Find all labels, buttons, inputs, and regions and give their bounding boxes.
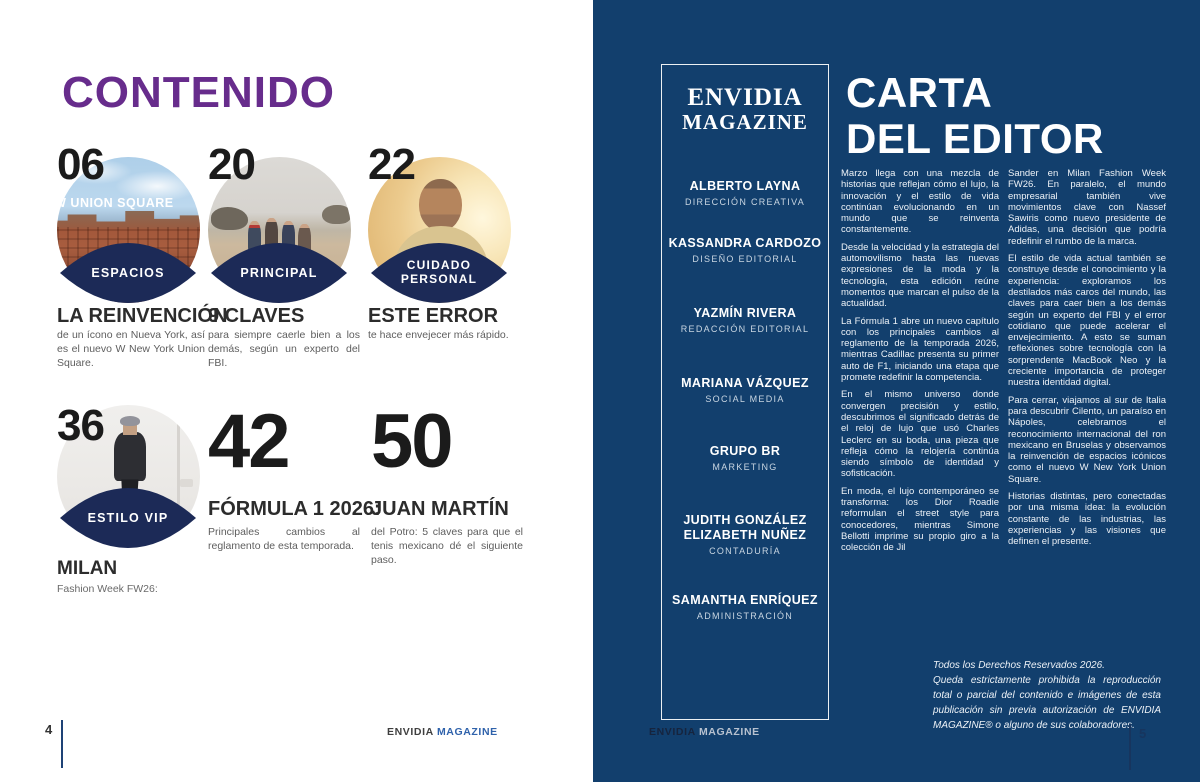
category-label: CUIDADO PERSONAL <box>400 258 478 286</box>
staff-entry: KASSANDRA CARDOZO DISEÑO EDITORIAL <box>662 236 828 264</box>
footer-brand-word1: ENVIDIA <box>387 726 434 738</box>
contents-page: CONTENIDO W UNION SQUARE ESPACIOS 06 LA … <box>0 0 593 782</box>
footer-brand-word2: MAGAZINE <box>698 726 760 738</box>
editor-paragraph: Sander en Milan Fashion Week FW26. En pa… <box>1008 168 1166 247</box>
category-badge: ESPACIOS <box>60 243 196 303</box>
category-label: PRINCIPAL <box>240 265 318 280</box>
toc-page-number: 50 <box>371 399 454 484</box>
editor-paragraph: Marzo llega con una mezcla de historias … <box>841 168 999 236</box>
copyright-note: Todos los Derechos Reservados 2026. Qued… <box>933 658 1161 733</box>
toc-page-number: 06 <box>57 140 105 189</box>
page-number: 4 <box>45 722 53 737</box>
category-label: ESTILO VIP <box>87 510 169 525</box>
toc-page-number: 22 <box>368 140 416 189</box>
photo-decoration <box>114 432 146 481</box>
photo-decoration <box>119 416 140 427</box>
footer-brand-word2: MAGAZINE <box>436 726 498 738</box>
editor-title-line1: CARTA <box>846 69 993 116</box>
magazine-logo: ENVIDIA MAGAZINE <box>662 85 828 133</box>
toc-page-number: 36 <box>57 401 105 450</box>
toc-heading: MILAN <box>57 558 118 579</box>
staff-role: DIRECCIÓN CREATIVA <box>684 196 806 207</box>
staff-name: JUDITH GONZÁLEZ ELIZABETH NUÑEZ <box>683 513 807 542</box>
photo-decoration <box>210 206 249 230</box>
footer-brand-word1: ENVIDIA <box>649 726 696 738</box>
photo-decoration <box>57 211 200 229</box>
footer-brand: ENVIDIA MAGAZINE <box>387 726 498 738</box>
editor-letter-page: ENVIDIA MAGAZINE ALBERTO LAYNA DIRECCIÓN… <box>593 0 1200 782</box>
editor-title-line2: DEL EDITOR <box>846 115 1104 163</box>
copyright-body: Queda estrictamente prohibida la reprodu… <box>933 675 1161 731</box>
editor-paragraph: La Fórmula 1 abre un nuevo capítulo con … <box>841 315 999 384</box>
photo-decoration <box>122 423 138 436</box>
toc-description: de un ícono en Nueva York, así es el nue… <box>57 329 205 369</box>
category-lens-shape <box>60 488 196 548</box>
photo-decoration <box>180 479 193 487</box>
footer-divider-line <box>61 720 63 768</box>
staff-name: GRUPO BR <box>709 444 781 458</box>
masthead-box: ENVIDIA MAGAZINE ALBERTO LAYNA DIRECCIÓN… <box>661 64 829 720</box>
category-lens-shape <box>211 243 347 303</box>
toc-description: Principales cambios al reglamento de est… <box>208 526 360 552</box>
staff-role: DISEÑO EDITORIAL <box>692 253 798 264</box>
page-number: 5 <box>1139 726 1147 741</box>
toc-description: del Potro: 5 claves para que el tenis me… <box>371 526 523 566</box>
photo-decoration <box>322 205 351 225</box>
toc-heading: 9 CLAVES <box>208 305 305 327</box>
toc-description: te hace envejecer más rápido. <box>368 329 509 341</box>
toc-heading: JUAN MARTÍN <box>371 498 509 520</box>
staff-role: REDACCIÓN EDITORIAL <box>680 323 810 334</box>
category-lens-shape <box>371 243 507 303</box>
editor-paragraph: Para cerrar, viajamos al sur de Italia p… <box>1008 394 1166 485</box>
staff-entry: MARIANA VÁZQUEZ SOCIAL MEDIA <box>662 376 828 404</box>
toc-description: para siempre caerle bien a los demás, se… <box>208 329 360 369</box>
staff-name: YAZMÍN RIVERA <box>693 306 797 320</box>
staff-entry: SAMANTHA ENRÍQUEZ ADMINISTRACIÓN <box>662 593 828 621</box>
toc-page-number: 42 <box>208 399 291 484</box>
editor-paragraph: Historias distintas, pero conectadas por… <box>1008 491 1166 548</box>
footer-brand: ENVIDIA MAGAZINE <box>649 726 760 738</box>
staff-entry: JUDITH GONZÁLEZ ELIZABETH NUÑEZ CONTADUR… <box>662 513 828 556</box>
category-label: ESPACIOS <box>91 265 165 280</box>
copyright-line1: Todos los Derechos Reservados 2026. <box>933 660 1105 671</box>
staff-role: ADMINISTRACIÓN <box>696 610 794 621</box>
staff-entry: ALBERTO LAYNA DIRECCIÓN CREATIVA <box>662 179 828 207</box>
staff-role: MARKETING <box>712 461 778 472</box>
page-title: CONTENIDO <box>62 68 335 117</box>
category-badge: CUIDADO PERSONAL <box>371 243 507 303</box>
editor-paragraph: En el mismo universo donde convergen pre… <box>841 389 999 480</box>
footer-divider-line <box>1129 724 1131 770</box>
logo-line1: ENVIDIA <box>687 84 803 111</box>
staff-name: KASSANDRA CARDOZO <box>668 236 822 250</box>
staff-role: CONTADURÍA <box>709 545 781 556</box>
staff-name: ALBERTO LAYNA <box>689 179 801 193</box>
editor-paragraph: En moda, el lujo contemporáneo se transf… <box>841 485 999 554</box>
logo-line2: MAGAZINE <box>682 110 808 134</box>
toc-description: Fashion Week FW26: <box>57 583 158 595</box>
editor-column-2: Sander en Milan Fashion Week FW26. En pa… <box>1008 168 1166 554</box>
editor-paragraph: El estilo de vida actual también se cons… <box>1008 253 1166 389</box>
editor-paragraph: Desde la velocidad y la estrategia del a… <box>841 241 999 310</box>
staff-name: SAMANTHA ENRÍQUEZ <box>672 593 818 607</box>
editor-column-1: Marzo llega con una mezcla de historias … <box>841 168 999 560</box>
staff-entry: GRUPO BR MARKETING <box>662 444 828 472</box>
staff-name: MARIANA VÁZQUEZ <box>681 376 809 390</box>
toc-heading: ESTE ERROR <box>368 305 499 327</box>
editor-title: CARTA DEL EDITOR <box>846 69 1104 163</box>
staff-entry: YAZMÍN RIVERA REDACCIÓN EDITORIAL <box>662 306 828 334</box>
category-lens-shape <box>60 243 196 303</box>
toc-heading: FÓRMULA 1 2026: <box>208 498 381 520</box>
staff-role: SOCIAL MEDIA <box>705 393 785 404</box>
photo-decoration <box>419 178 463 232</box>
photo-decoration <box>176 413 180 506</box>
category-badge: PRINCIPAL <box>211 243 347 303</box>
toc-page-number: 20 <box>208 140 256 189</box>
photo-caption: W UNION SQUARE <box>57 196 174 211</box>
toc-heading: LA REINVENCIÓN <box>57 305 228 327</box>
category-badge: ESTILO VIP <box>60 488 196 548</box>
